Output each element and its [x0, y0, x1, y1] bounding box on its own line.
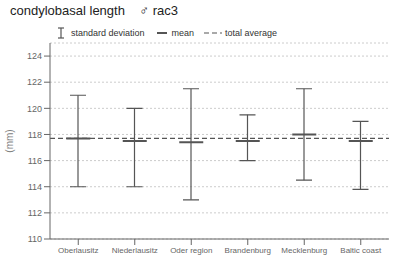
svg-text:114: 114	[28, 182, 42, 192]
svg-text:Niederlausitz: Niederlausitz	[112, 246, 158, 255]
svg-text:116: 116	[28, 156, 42, 166]
svg-text:Oder region: Oder region	[170, 246, 212, 255]
html-text:total average: total average	[225, 28, 278, 38]
html-text:standard deviation: standard deviation	[71, 28, 145, 38]
svg-text:Oberlausitz: Oberlausitz	[58, 246, 98, 255]
svg-text:Baltic coast: Baltic coast	[340, 246, 382, 255]
svg-text:Mecklenburg: Mecklenburg	[281, 246, 327, 255]
svg-text:120: 120	[27, 104, 42, 114]
svg-text:122: 122	[27, 77, 42, 87]
svg-text:118: 118	[28, 130, 42, 140]
svg-text:110: 110	[28, 234, 42, 244]
svg-text:124: 124	[27, 51, 42, 61]
html-text:mean: mean	[171, 28, 195, 38]
html-text:condylobasal length ♂ rac3: condylobasal length ♂ rac3	[10, 3, 178, 18]
svg-text:(mm): (mm)	[8, 129, 15, 152]
svg-text:Brandenburg: Brandenburg	[225, 246, 271, 255]
svg-text:112: 112	[28, 208, 42, 218]
